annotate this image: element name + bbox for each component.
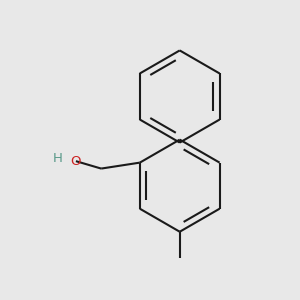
Text: O: O: [71, 154, 81, 168]
Text: H: H: [52, 152, 62, 165]
